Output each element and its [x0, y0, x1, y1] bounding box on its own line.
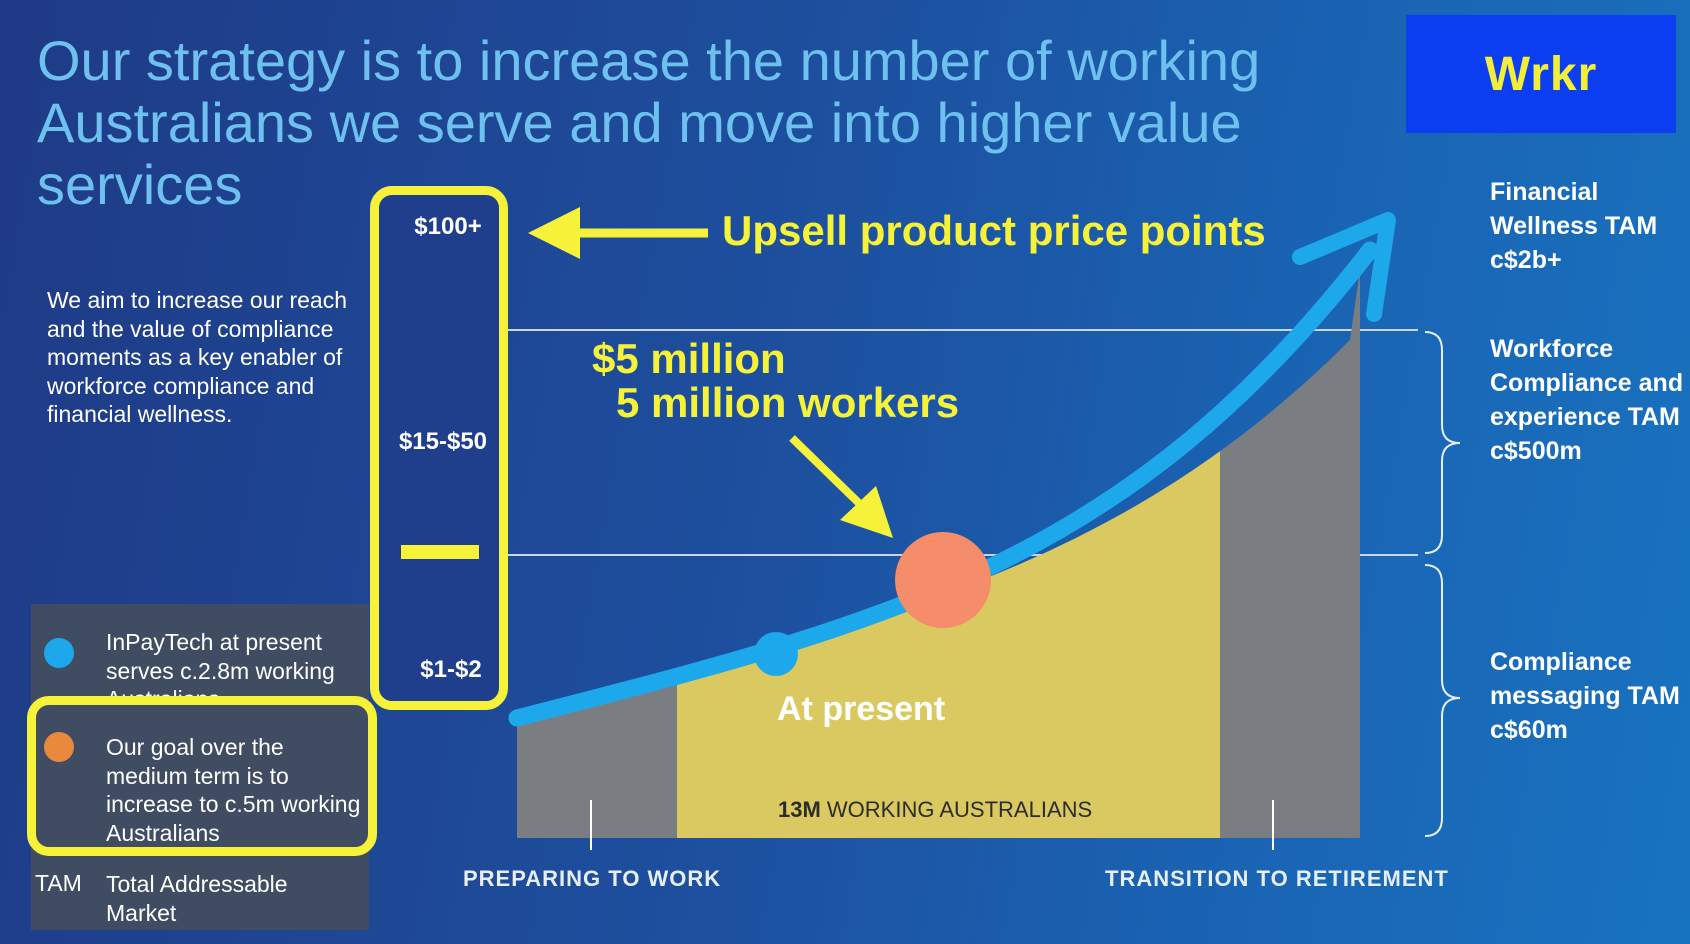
price-top: $100+ [414, 213, 482, 240]
tam-workforce: Workforce Compliance and experience TAM … [1490, 335, 1684, 465]
upsell-label: Upsell product price points [722, 207, 1266, 254]
working-count: 13M [778, 797, 821, 822]
legend-goal-text: Our goal over the medium term is to incr… [106, 734, 361, 846]
legend-goal-dot [44, 732, 74, 762]
growth-curve [508, 241, 1379, 727]
stage-retirement: TRANSITION TO RETIREMENT [1105, 866, 1449, 891]
price-mid: $15-$50 [398, 428, 488, 455]
wrkr-logo: Wrkr [1406, 15, 1676, 133]
legend-goal-frame: Our goal over the medium term is to incr… [27, 696, 377, 856]
logo-text: Wrkr [1484, 47, 1598, 101]
slide-title: Our strategy is to increase the number o… [37, 29, 1261, 216]
upsell-arrow-head [528, 207, 580, 259]
stage-preparing: PREPARING TO WORK [463, 866, 722, 891]
working-australians-label: 13M WORKING AUSTRALIANS [778, 797, 1092, 823]
tam-financial-wellness: Financial Wellness TAM c$2b+ [1490, 178, 1658, 274]
legend-tam-full: Total Addressable Market [106, 871, 288, 926]
price-marker [401, 545, 479, 559]
goal-arrow-head [840, 486, 893, 538]
tam-messaging: Compliance messaging TAM c$60m [1490, 648, 1680, 744]
working-text: WORKING AUSTRALIANS [820, 797, 1093, 822]
strategy-description: We aim to increase our reach and the val… [47, 287, 347, 427]
target-workers-label: 5 million workers [616, 379, 960, 426]
price-low: $1-$2 [420, 656, 482, 683]
brace-workforce [1424, 331, 1461, 554]
legend-present-dot [44, 638, 74, 668]
goal-arrow-shaft [789, 435, 869, 513]
present-dot [754, 632, 798, 676]
area-preparing [517, 270, 677, 838]
legend-tam-abbr: TAM [35, 870, 82, 896]
goal-dot [895, 532, 991, 628]
target-revenue-label: $5 million [592, 335, 786, 382]
at-present-label: At present [777, 690, 946, 728]
area-working [677, 270, 1220, 838]
brace-messaging [1424, 564, 1461, 837]
price-points-frame [370, 186, 508, 710]
curve-arrowhead [1292, 212, 1396, 322]
